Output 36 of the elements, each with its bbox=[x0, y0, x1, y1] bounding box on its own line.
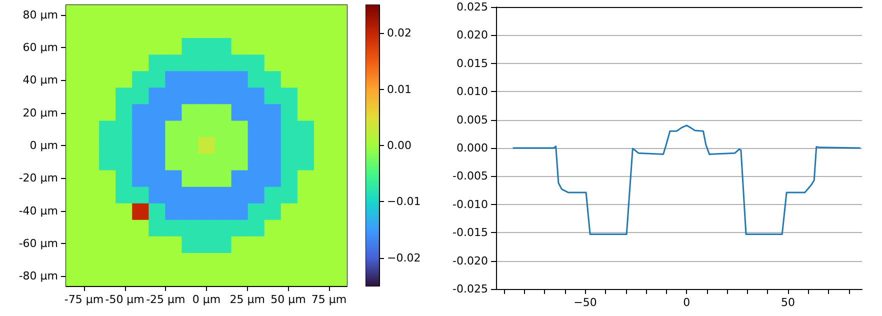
x-tick-label: 50 µm bbox=[270, 293, 306, 306]
color-bar-label: 0.00 bbox=[387, 139, 412, 152]
y-tick-label: -0.020 bbox=[452, 254, 488, 268]
y-tick-label: 0.010 bbox=[456, 85, 488, 98]
y-tick-label: 0.005 bbox=[456, 113, 488, 126]
x-tick-label: 0 bbox=[683, 296, 690, 309]
color-bar-label: −0.02 bbox=[387, 251, 421, 264]
y-tick-label: -80 µm bbox=[18, 270, 58, 283]
x-tick-label: -25 µm bbox=[146, 293, 186, 306]
x-tick-label: -75 µm bbox=[64, 293, 104, 306]
y-tick-label: 0.020 bbox=[456, 28, 488, 42]
y-tick-label: -0.025 bbox=[452, 282, 488, 296]
y-tick-label: 80 µm bbox=[22, 8, 58, 22]
color-bar-label: −0.01 bbox=[387, 195, 421, 208]
y-tick-label: 0.025 bbox=[456, 0, 488, 14]
color-bar-label: 0.02 bbox=[387, 26, 412, 40]
y-tick-label: -0.015 bbox=[452, 226, 488, 240]
y-tick-label: 0.000 bbox=[456, 142, 488, 154]
x-tick-label: −50 bbox=[574, 296, 597, 309]
y-tick-label: -40 µm bbox=[18, 204, 58, 218]
y-tick-label: 0 µm bbox=[30, 139, 58, 152]
x-tick-label: 25 µm bbox=[230, 293, 265, 306]
y-tick-label: -0.010 bbox=[452, 198, 488, 211]
line-series bbox=[512, 124, 861, 236]
y-tick-label: 0.015 bbox=[456, 56, 488, 70]
x-tick-label: -50 µm bbox=[105, 293, 144, 306]
x-tick-label: 50 bbox=[780, 296, 795, 309]
y-tick-label: -0.005 bbox=[452, 170, 488, 183]
color-bar-label: 0.01 bbox=[387, 82, 412, 96]
y-tick-label: -20 µm bbox=[18, 172, 58, 185]
x-tick-label: 0 µm bbox=[192, 293, 221, 306]
y-tick-label: -60 µm bbox=[18, 237, 58, 250]
x-tick-label: 75 µm bbox=[311, 293, 347, 306]
y-tick-label: 60 µm bbox=[22, 40, 58, 54]
y-tick-label: 40 µm bbox=[22, 74, 58, 87]
y-tick-label: 20 µm bbox=[22, 106, 58, 120]
